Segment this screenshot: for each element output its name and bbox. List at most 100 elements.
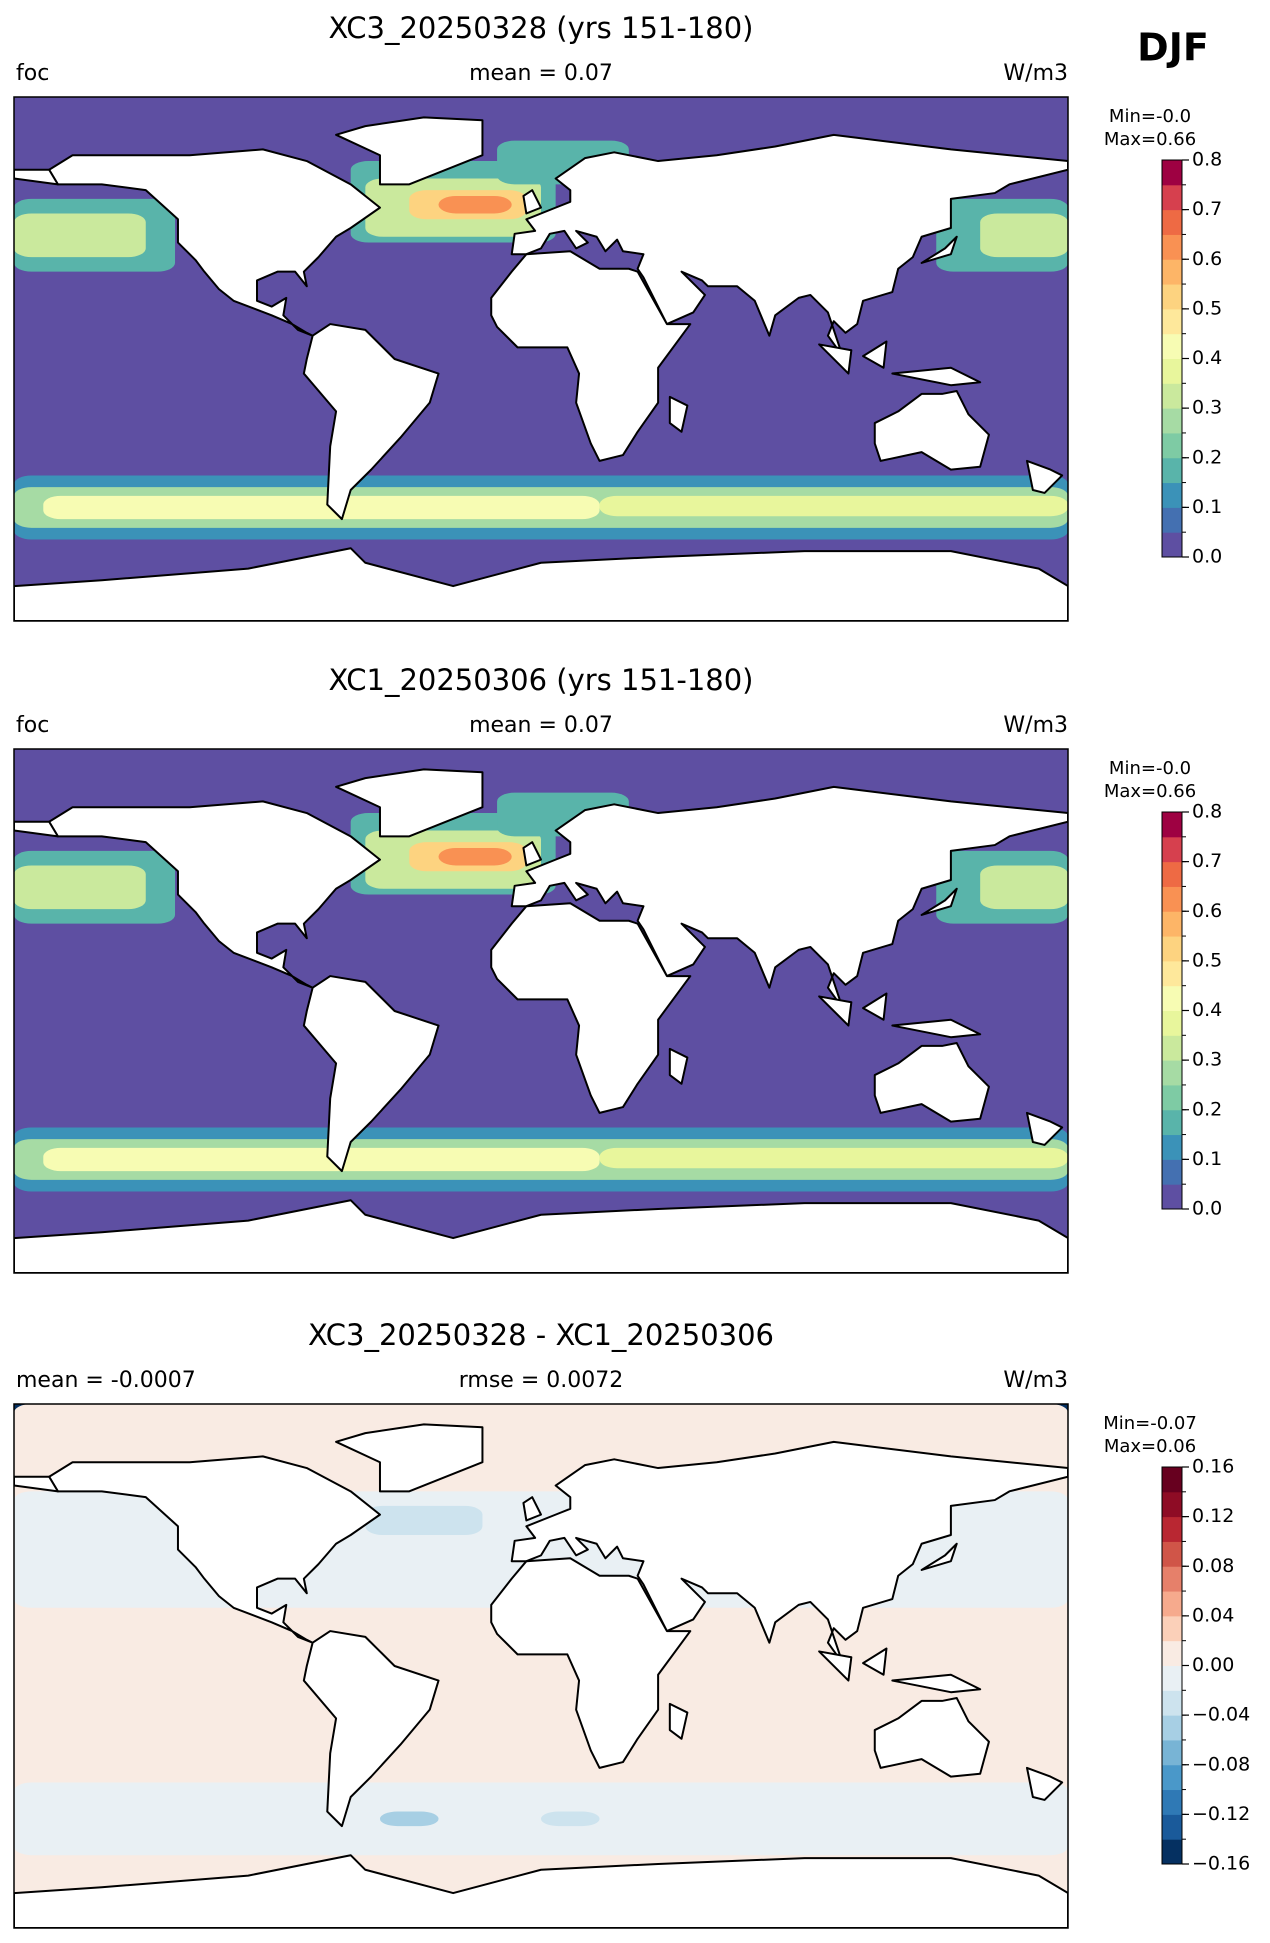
colorbar-level (1162, 482, 1182, 508)
colorbar-level (1162, 1541, 1182, 1567)
colorbar-level (1162, 1134, 1182, 1160)
colorbar-tick-label: 0.3 (1192, 1049, 1222, 1071)
colorbar-level (1162, 1491, 1182, 1518)
colorbar-level (1162, 1615, 1182, 1642)
colorbar-level (1162, 1035, 1182, 1061)
colorbar-level (1162, 1060, 1182, 1086)
colorbar-tick-label: 0.2 (1192, 446, 1222, 468)
colorbar-level (1162, 1591, 1182, 1617)
colorbar-tick-label: 0.0 (1192, 1198, 1222, 1220)
center-label: mean = 0.07 (469, 61, 613, 86)
map (14, 749, 1068, 1273)
left-label: foc (16, 713, 49, 738)
field-region (599, 495, 1068, 517)
colorbar-level (1162, 1739, 1182, 1766)
colorbar-level (1162, 284, 1182, 310)
colorbar-tick-label: 0.4 (1192, 347, 1222, 369)
center-label: rmse = 0.0072 (459, 1368, 623, 1393)
colorbar-level (1162, 358, 1182, 384)
map (14, 97, 1068, 621)
colorbar-level (1162, 333, 1182, 359)
colorbar-tick-label: 0.3 (1192, 397, 1222, 419)
colorbar-tick-label: 0.08 (1192, 1555, 1234, 1577)
colorbar-level (1162, 1467, 1182, 1493)
colorbar-tick-label: 0.1 (1192, 1148, 1222, 1170)
colorbar-tick-label: 0.7 (1192, 198, 1222, 220)
field-region (14, 865, 146, 910)
field-region (43, 495, 600, 520)
colorbar-level (1162, 308, 1182, 335)
right-label: W/m3 (1003, 713, 1068, 738)
colorbar-tick-label: 0.6 (1192, 900, 1222, 922)
map-frame (13, 96, 1069, 622)
left-label: mean = -0.0007 (16, 1368, 196, 1393)
colorbar-level (1162, 1789, 1182, 1815)
min-label: Min=-0.07 (1103, 1413, 1197, 1434)
map-frame (13, 1403, 1069, 1929)
colorbar-level (1162, 1764, 1182, 1791)
colorbar-tick-label: 0.1 (1192, 496, 1222, 518)
colorbar-level (1162, 985, 1182, 1011)
map-frame (13, 748, 1069, 1274)
colorbar-level (1162, 886, 1182, 912)
colorbar-tick-label: −0.08 (1192, 1753, 1250, 1775)
colorbar-level (1162, 1516, 1182, 1542)
left-label: foc (16, 61, 49, 86)
field-region (541, 1811, 600, 1827)
colorbar-tick-label: 0.0 (1192, 546, 1222, 568)
field-region (599, 1147, 1068, 1169)
colorbar-level (1162, 184, 1182, 211)
colorbar-level (1162, 432, 1182, 459)
colorbar-level (1162, 861, 1182, 887)
field-region (43, 1147, 600, 1172)
colorbar-level (1162, 259, 1182, 285)
field-region (365, 1505, 483, 1535)
panel-title: XC1_20250306 (yrs 151-180) (329, 663, 754, 697)
colorbar-level (1162, 1839, 1182, 1865)
colorbar-level (1162, 1814, 1182, 1840)
colorbar-level (1162, 1566, 1182, 1592)
colorbar-tick-label: 0.04 (1192, 1604, 1234, 1626)
colorbar-level (1162, 1715, 1182, 1741)
colorbar-tick-label: 0.8 (1192, 149, 1222, 171)
max-label: Max=0.66 (1104, 129, 1196, 150)
colorbar-tick-label: 0.7 (1192, 850, 1222, 872)
colorbar-level (1162, 1665, 1182, 1691)
colorbar-level (1162, 1109, 1182, 1136)
colorbar-tick-label: −0.04 (1192, 1704, 1250, 1726)
colorbar-tick-label: 0.5 (1192, 297, 1222, 319)
field-region (980, 865, 1068, 910)
max-label: Max=0.06 (1104, 1436, 1196, 1457)
colorbar-tick-label: −0.12 (1192, 1803, 1250, 1825)
season-label: DJF (1137, 26, 1209, 70)
colorbar-level (1162, 911, 1182, 937)
colorbar-tick-label: 0.8 (1192, 801, 1222, 823)
colorbar-level (1162, 507, 1182, 533)
colorbar-tick-label: 0.6 (1192, 248, 1222, 270)
colorbar-level (1162, 383, 1182, 409)
right-label: W/m3 (1003, 61, 1068, 86)
colorbar-level (1162, 1640, 1182, 1666)
field-region (980, 213, 1068, 258)
colorbar-tick-label: 0.12 (1192, 1505, 1234, 1527)
min-label: Min=-0.0 (1109, 106, 1191, 127)
colorbar-tick-label: 0.4 (1192, 999, 1222, 1021)
field-region (438, 847, 512, 866)
colorbar-level (1162, 1690, 1182, 1716)
colorbar-level (1162, 960, 1182, 987)
panel-title: XC3_20250328 - XC1_20250306 (308, 1318, 774, 1352)
colorbar-level (1162, 234, 1182, 260)
field-region (438, 195, 512, 214)
field-region (379, 1811, 439, 1827)
colorbar-level (1162, 532, 1182, 558)
colorbar-tick-label: 0.5 (1192, 949, 1222, 971)
colorbar-level (1162, 836, 1182, 863)
colorbar-level (1162, 457, 1182, 484)
colorbar-level (1162, 1159, 1182, 1185)
panel-title: XC3_20250328 (yrs 151-180) (329, 11, 754, 45)
colorbar-level (1162, 812, 1182, 838)
colorbar-level (1162, 1010, 1182, 1036)
colorbar-level (1162, 936, 1182, 962)
colorbar-level (1162, 1084, 1182, 1111)
